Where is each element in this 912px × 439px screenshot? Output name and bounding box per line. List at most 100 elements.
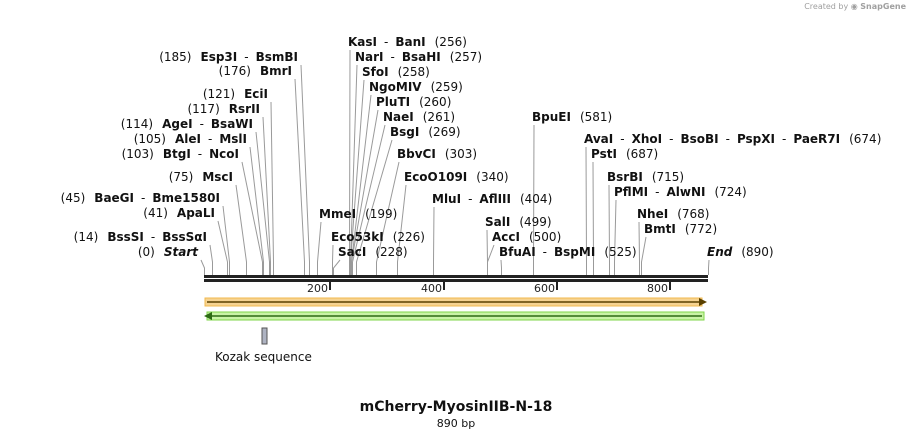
enzyme-label[interactable]: NaeI (261) bbox=[383, 110, 455, 124]
enzyme-label[interactable]: NheI (768) bbox=[637, 207, 709, 221]
enzyme-name: BaeGI bbox=[94, 191, 134, 205]
enzyme-label[interactable]: (176) BmrI bbox=[219, 64, 292, 78]
site-position: (581) bbox=[580, 110, 612, 124]
map-length: 890 bp bbox=[436, 417, 476, 430]
site-position: (257) bbox=[450, 50, 482, 64]
leader-line bbox=[294, 78, 305, 275]
site-position: (269) bbox=[428, 125, 460, 139]
leader-line bbox=[333, 259, 341, 275]
enzyme-label[interactable]: End (890) bbox=[707, 245, 774, 259]
enzyme-label[interactable]: SfoI (258) bbox=[362, 65, 430, 79]
enzyme-name: MslI bbox=[219, 132, 247, 146]
leader-line bbox=[349, 49, 351, 275]
leader-line bbox=[351, 109, 379, 275]
leader-line bbox=[255, 131, 270, 275]
enzyme-name: BssSαI bbox=[162, 230, 207, 244]
enzyme-label[interactable]: SalI (499) bbox=[485, 215, 552, 229]
enzyme-label[interactable]: BpuEI (581) bbox=[532, 110, 612, 124]
ruler-tick bbox=[669, 282, 671, 290]
enzyme-name: BmrI bbox=[260, 64, 292, 78]
enzyme-name: NarI bbox=[355, 50, 384, 64]
enzyme-label[interactable]: NgoMIV (259) bbox=[369, 80, 463, 94]
enzyme-name: BspMI bbox=[554, 245, 595, 259]
label-separator: - bbox=[620, 132, 624, 146]
enzyme-label[interactable]: (121) EciI bbox=[203, 87, 268, 101]
enzyme-label[interactable]: SacI (228) bbox=[338, 245, 408, 259]
leader-line bbox=[300, 64, 310, 275]
label-separator: - bbox=[208, 132, 212, 146]
enzyme-label[interactable]: BsrBI (715) bbox=[607, 170, 684, 184]
leader-line bbox=[217, 220, 228, 275]
leader-line bbox=[241, 161, 263, 275]
kozak-feature[interactable] bbox=[261, 327, 268, 345]
enzyme-label[interactable]: (14) BssSI - BssSαI bbox=[74, 230, 207, 244]
enzyme-label[interactable]: EcoO109I (340) bbox=[404, 170, 509, 184]
site-position: (404) bbox=[520, 192, 552, 206]
enzyme-label[interactable]: (105) AleI - MslI bbox=[134, 132, 247, 146]
enzyme-label[interactable]: BfuAI - BspMI (525) bbox=[499, 245, 637, 259]
enzyme-name: EcoO109I bbox=[404, 170, 467, 184]
enzyme-name: AgeI bbox=[162, 117, 192, 131]
enzyme-name: BsmBI bbox=[256, 50, 298, 64]
site-position: (499) bbox=[519, 215, 551, 229]
enzyme-name: AvaI bbox=[584, 132, 613, 146]
enzyme-name: SacI bbox=[338, 245, 366, 259]
label-separator: - bbox=[669, 132, 673, 146]
enzyme-label[interactable]: Eco53kI (226) bbox=[331, 230, 425, 244]
enzyme-name: NcoI bbox=[209, 147, 239, 161]
enzyme-name: BsaWI bbox=[211, 117, 253, 131]
ruler-tick-label: 200 bbox=[307, 282, 328, 295]
enzyme-name: SalI bbox=[485, 215, 510, 229]
leader-line bbox=[592, 161, 594, 275]
backbone-bottom-strand bbox=[204, 279, 708, 282]
site-position: (890) bbox=[741, 245, 773, 259]
enzyme-label[interactable]: PstI (687) bbox=[591, 147, 658, 161]
enzyme-name: AflIII bbox=[479, 192, 511, 206]
enzyme-label[interactable]: BsgI (269) bbox=[390, 125, 461, 139]
enzyme-name: MmeI bbox=[319, 207, 356, 221]
enzyme-name: NaeI bbox=[383, 110, 414, 124]
enzyme-label[interactable]: (41) ApaLI bbox=[143, 206, 215, 220]
enzyme-label[interactable]: (75) MscI bbox=[169, 170, 233, 184]
site-position: (674) bbox=[849, 132, 881, 146]
enzyme-label[interactable]: KasI - BanI (256) bbox=[348, 35, 467, 49]
site-position: (500) bbox=[529, 230, 561, 244]
enzyme-label[interactable]: (185) Esp3I - BsmBI bbox=[159, 50, 298, 64]
enzyme-label[interactable]: BbvCI (303) bbox=[397, 147, 477, 161]
label-separator: - bbox=[391, 50, 395, 64]
backbone-top-strand bbox=[204, 275, 708, 278]
leader-line bbox=[397, 184, 407, 275]
enzyme-label[interactable]: (114) AgeI - BsaWI bbox=[121, 117, 253, 131]
leader-line bbox=[262, 116, 271, 275]
leader-line bbox=[433, 206, 435, 275]
orf-forward[interactable] bbox=[204, 297, 707, 307]
enzyme-label[interactable]: PflMI - AlwNI (724) bbox=[614, 185, 747, 199]
label-separator: - bbox=[200, 117, 204, 131]
enzyme-label[interactable]: (117) RsrII bbox=[187, 102, 260, 116]
orf-reverse[interactable] bbox=[204, 311, 705, 321]
enzyme-label[interactable]: BmtI (772) bbox=[644, 222, 717, 236]
enzyme-label[interactable]: NarI - BsaHI (257) bbox=[355, 50, 482, 64]
enzyme-label[interactable]: PluTI (260) bbox=[376, 95, 451, 109]
enzyme-label[interactable]: MluI - AflIII (404) bbox=[432, 192, 552, 206]
leader-line bbox=[317, 221, 322, 275]
site-position: (259) bbox=[431, 80, 463, 94]
site-position: (121) bbox=[203, 87, 235, 101]
site-position: (185) bbox=[159, 50, 191, 64]
enzyme-name: XhoI bbox=[632, 132, 663, 146]
map-title: mCherry-MyosinIIB-N-18 bbox=[359, 399, 553, 415]
credit: Created by ◉ SnapGene bbox=[804, 2, 906, 11]
enzyme-label[interactable]: MmeI (199) bbox=[319, 207, 397, 221]
enzyme-label[interactable]: (0) Start bbox=[138, 245, 199, 259]
enzyme-name: MscI bbox=[202, 170, 233, 184]
enzyme-name: PspXI bbox=[737, 132, 775, 146]
leader-line bbox=[487, 244, 495, 275]
enzyme-label[interactable]: AccI (500) bbox=[492, 230, 561, 244]
enzyme-name: PluTI bbox=[376, 95, 410, 109]
enzyme-label[interactable]: (45) BaeGI - Bme1580I bbox=[61, 191, 220, 205]
enzyme-label[interactable]: AvaI - XhoI - BsoBI - PspXI - PaeR7I (674) bbox=[584, 132, 881, 146]
enzyme-label[interactable]: (103) BtgI - NcoI bbox=[122, 147, 239, 161]
enzyme-name: AlwNI bbox=[666, 185, 705, 199]
site-position: (340) bbox=[476, 170, 508, 184]
